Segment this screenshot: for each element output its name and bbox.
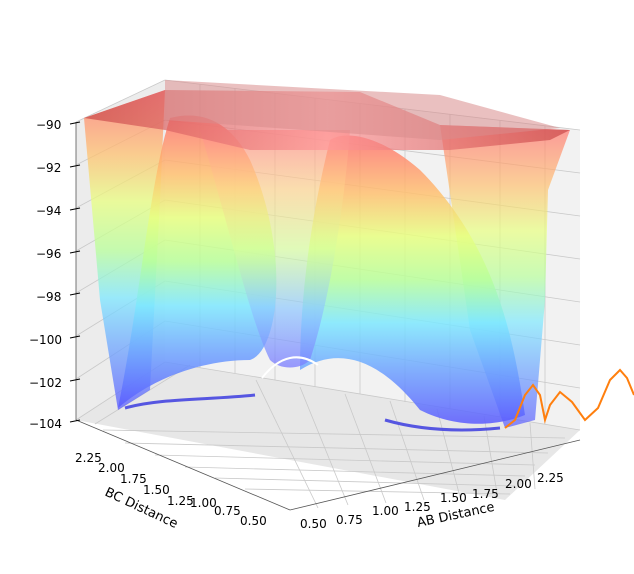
ab-tick-label: 0.50: [300, 517, 327, 531]
bc-tick-label: 1.75: [120, 472, 147, 486]
ab-tick-label: 1.00: [372, 504, 399, 518]
z-tick-label: −94: [36, 204, 61, 218]
z-tick-label: −90: [36, 118, 61, 132]
bc-tick-label: 1.50: [143, 483, 170, 497]
bc-tick-label: 2.25: [75, 451, 102, 465]
z-tick-label: −102: [29, 376, 62, 390]
surface-right-valley: [300, 135, 525, 424]
trajectory-line: [504, 368, 634, 429]
ab-tick-label: 1.25: [404, 500, 431, 514]
ab-tick-label: 1.50: [440, 491, 467, 505]
bc-tick-label: 0.50: [240, 514, 267, 528]
surface-plot: [84, 80, 570, 432]
ab-tick-label: 1.75: [472, 487, 499, 501]
ab-tick-label: 2.00: [505, 477, 532, 491]
z-tick-label: −92: [36, 161, 61, 175]
bc-tick-label: 1.25: [167, 494, 194, 508]
z-tick-label: −96: [36, 247, 61, 261]
ab-tick-label: 2.25: [537, 471, 564, 485]
z-tick-label: −100: [29, 333, 62, 347]
ab-tick-label: 0.75: [336, 513, 363, 527]
surface-central-ridge: [200, 130, 350, 368]
bc-tick-label: 1.00: [190, 496, 217, 510]
surface-right-wall: [440, 125, 570, 428]
bc-axis: 2.25 2.00 1.75 1.50 1.25 1.00 0.75 0.50 …: [75, 451, 267, 532]
z-axis: −90 −92 −94 −96 −98 −100 −102 −104: [29, 118, 81, 431]
bc-tick-label: 0.75: [214, 504, 241, 518]
z-tick-label: −104: [29, 417, 62, 431]
z-tick-label: −98: [36, 290, 61, 304]
bc-tick-label: 2.00: [98, 461, 125, 475]
axis-lines: [75, 122, 581, 511]
